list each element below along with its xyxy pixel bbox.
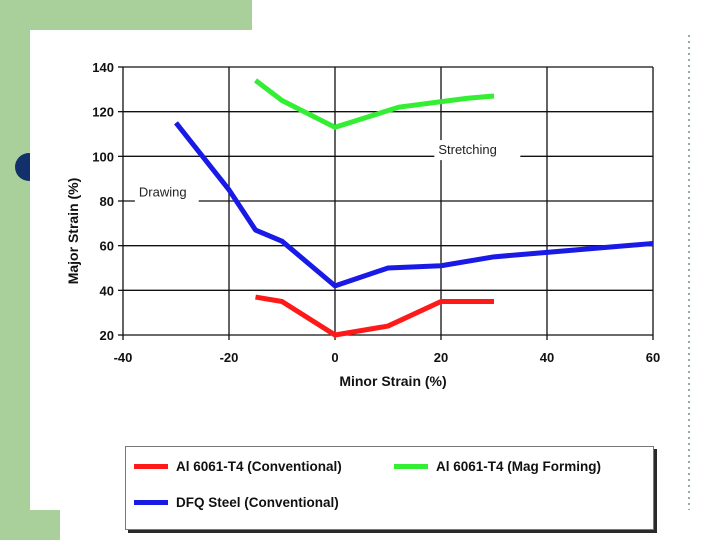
annotation-stretching: Stretching [438,142,497,157]
annotation-box [134,182,199,203]
y-tick-label: 20 [100,328,114,343]
forming-limit-chart: 20 40 60 80 100 120 140 -40 -20 0 20 40 60 Minor Stra… [65,60,660,389]
legend-swatch-green [394,464,428,469]
y-tick-label: 140 [92,60,114,75]
legend-swatch-blue [134,500,168,505]
y-tick-label: 100 [92,149,114,164]
legend-item-dfq-steel: DFQ Steel (Conventional) [134,495,339,510]
legend-label: Al 6061-T4 (Conventional) [176,459,342,474]
series-line-dfq-steel [174,121,654,289]
series-line-al-mag-forming [253,78,495,130]
legend-label: Al 6061-T4 (Mag Forming) [436,459,602,474]
legend: Al 6061-T4 (Conventional) Al 6061-T4 (Ma… [125,446,654,530]
legend-item-al-conventional: Al 6061-T4 (Conventional) [134,459,342,474]
x-tick-label: 40 [540,350,554,365]
legend-item-al-mag-forming: Al 6061-T4 (Mag Forming) [394,459,601,474]
y-tick-label: 120 [92,105,114,120]
slide-canvas: 20 40 60 80 100 120 140 -40 -20 0 20 40 60 Minor Stra… [30,30,690,530]
series-line-al-conventional [255,294,494,338]
annotation-drawing: Drawing [139,185,187,200]
annotation-box [434,140,521,161]
legend-swatch-red [134,464,168,469]
x-tick-label: -20 [220,350,239,365]
x-tick-label: -40 [114,350,133,365]
y-tick-label: 80 [100,194,114,209]
x-axis-label: Minor Strain (%) [339,373,446,389]
y-tick-label: 60 [100,239,114,254]
dotted-edge-line [688,35,690,510]
y-tick-label: 40 [100,283,114,298]
x-tick-label: 60 [646,350,660,365]
legend-label: DFQ Steel (Conventional) [176,495,339,510]
y-axis-label: Major Strain (%) [65,178,81,285]
x-tick-label: 0 [331,350,338,365]
x-tick-label: 20 [434,350,448,365]
